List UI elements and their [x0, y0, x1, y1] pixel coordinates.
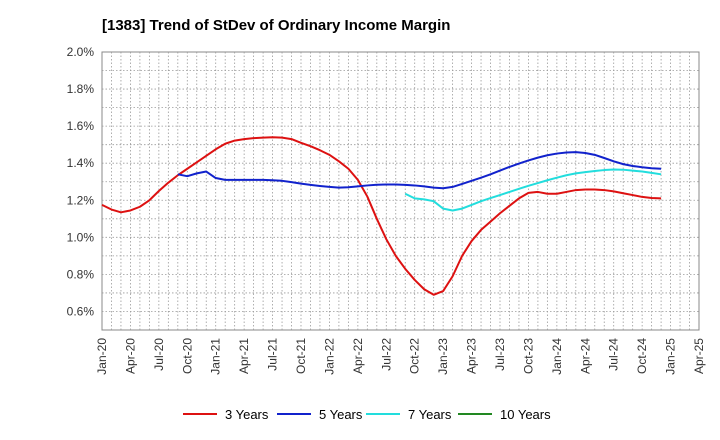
x-tick-label: Oct-22 — [408, 338, 422, 374]
series-lines — [101, 136, 662, 296]
series-line-5-years — [177, 151, 662, 190]
x-tick-label: Apr-21 — [237, 338, 251, 374]
legend-label: 10 Years — [500, 407, 551, 422]
y-tick-label: 1.8% — [67, 82, 95, 96]
y-tick-label: 1.6% — [67, 119, 95, 133]
y-tick-label: 1.4% — [67, 156, 95, 170]
y-tick-label: 1.2% — [67, 193, 95, 207]
series-line-7-years — [404, 168, 662, 212]
x-tick-label: Oct-21 — [294, 338, 308, 374]
x-tick-label: Jan-22 — [322, 338, 336, 375]
series-line-3-years — [101, 136, 662, 296]
x-tick-label: Jan-25 — [664, 338, 678, 375]
x-tick-label: Jan-21 — [209, 338, 223, 375]
y-tick-label: 0.8% — [67, 267, 95, 281]
y-tick-label: 0.6% — [67, 304, 95, 318]
x-tick-label: Jan-24 — [550, 338, 564, 375]
grid-lines — [102, 52, 699, 330]
legend: 3 Years 5 Years 7 Years 10 Years — [183, 407, 551, 422]
x-tick-label: Apr-25 — [692, 338, 706, 374]
x-tick-label: Jan-20 — [95, 338, 109, 375]
legend-label: 3 Years — [225, 407, 269, 422]
x-tick-label: Oct-23 — [521, 338, 535, 374]
legend-label: 7 Years — [408, 407, 452, 422]
x-tick-label: Oct-20 — [180, 338, 194, 374]
legend-label: 5 Years — [319, 407, 363, 422]
x-tick-label: Apr-24 — [578, 338, 592, 374]
x-tick-label: Jul-23 — [493, 338, 507, 371]
x-tick-label: Oct-24 — [635, 338, 649, 374]
plot-area — [101, 51, 700, 331]
x-tick-label: Jul-20 — [152, 338, 166, 371]
x-tick-label: Apr-22 — [351, 338, 365, 374]
y-axis-ticks: 0.6% 0.8% 1.0% 1.2% 1.4% 1.6% 1.8% 2.0% — [67, 45, 95, 318]
chart-title: [1383] Trend of StDev of Ordinary Income… — [102, 17, 450, 34]
x-tick-label: Jan-23 — [436, 338, 450, 375]
y-tick-label: 2.0% — [67, 45, 95, 59]
x-tick-label: Apr-23 — [465, 338, 479, 374]
x-tick-label: Apr-20 — [123, 338, 137, 374]
x-tick-label: Jul-22 — [379, 338, 393, 371]
y-tick-label: 1.0% — [67, 230, 95, 244]
x-axis-ticks: Jan-20 Apr-20 Jul-20 Oct-20 Jan-21 Apr-21 Jul-… — [95, 338, 706, 375]
x-tick-label: Jul-21 — [266, 338, 280, 371]
x-tick-label: Jul-24 — [607, 338, 621, 371]
